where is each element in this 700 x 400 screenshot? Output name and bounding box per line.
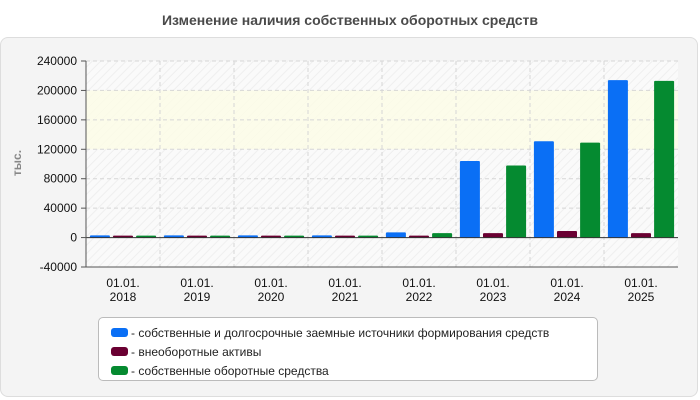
x-tick-label-line1: 01.01. [550,276,583,290]
bar-series-3-cat-8 [654,80,675,238]
x-tick-label-line1: 01.01. [180,276,213,290]
y-tick-label: 40000 [44,201,78,215]
bar-series-2-cat-8 [631,233,651,238]
y-tick-label: 80000 [44,172,78,186]
bar-series-1-cat-4 [311,235,332,238]
legend-item-own-long-term-sources: - собственные и долгосрочные заемные ист… [111,323,597,342]
legend-swatch-blue [111,328,128,337]
chart-legend: - собственные и долгосрочные заемные ист… [98,317,598,381]
legend-label: - собственные и долгосрочные заемные ист… [131,325,550,340]
x-tick-label-line2: 2020 [258,290,285,304]
y-tick-label: 240000 [37,54,77,68]
chart-title: Изменение наличия собственных оборотных … [161,12,539,28]
y-tick-label: -40000 [40,260,78,274]
legend-label: - внеоборотные активы [131,344,262,359]
x-tick-label-line2: 2023 [480,290,507,304]
bar-series-1-cat-8 [607,80,628,238]
bar-series-3-cat-5 [432,233,453,238]
x-tick-label-line2: 2019 [184,290,211,304]
bar-series-1-cat-1 [89,235,110,238]
bar-series-1-cat-5 [385,232,406,238]
x-tick-label-line1: 01.01. [476,276,509,290]
x-tick-label-line2: 2025 [628,290,655,304]
bar-series-3-cat-6 [506,165,527,238]
y-tick-label: 160000 [37,113,77,127]
bar-series-3-cat-7 [580,142,601,238]
x-tick-label-line2: 2022 [406,290,433,304]
bar-series-2-cat-7 [557,230,577,238]
bar-series-2-cat-6 [483,233,503,238]
y-tick-label: 120000 [37,142,77,156]
x-tick-label-line2: 2021 [332,290,359,304]
bar-series-1-cat-2 [163,235,184,238]
x-tick-label-line1: 01.01. [254,276,287,290]
legend-label: - собственные оборотные средства [131,363,329,378]
y-tick-label: 200000 [37,83,77,97]
legend-swatch-maroon [111,347,128,356]
x-tick-label-line1: 01.01. [624,276,657,290]
bar-series-1-cat-7 [533,141,554,238]
x-tick-label-line1: 01.01. [106,276,139,290]
x-tick-label-line1: 01.01. [402,276,435,290]
y-tick-label: 0 [70,231,77,245]
legend-item-non-current-assets: - внеоборотные активы [111,342,597,361]
bar-series-1-cat-6 [459,161,480,238]
x-tick-label-line2: 2024 [554,290,581,304]
bar-series-1-cat-3 [237,235,258,238]
x-tick-label-line1: 01.01. [328,276,361,290]
legend-swatch-green [111,366,128,375]
legend-item-own-working-capital: - собственные оборотные средства [111,361,597,380]
x-tick-label-line2: 2018 [110,290,137,304]
